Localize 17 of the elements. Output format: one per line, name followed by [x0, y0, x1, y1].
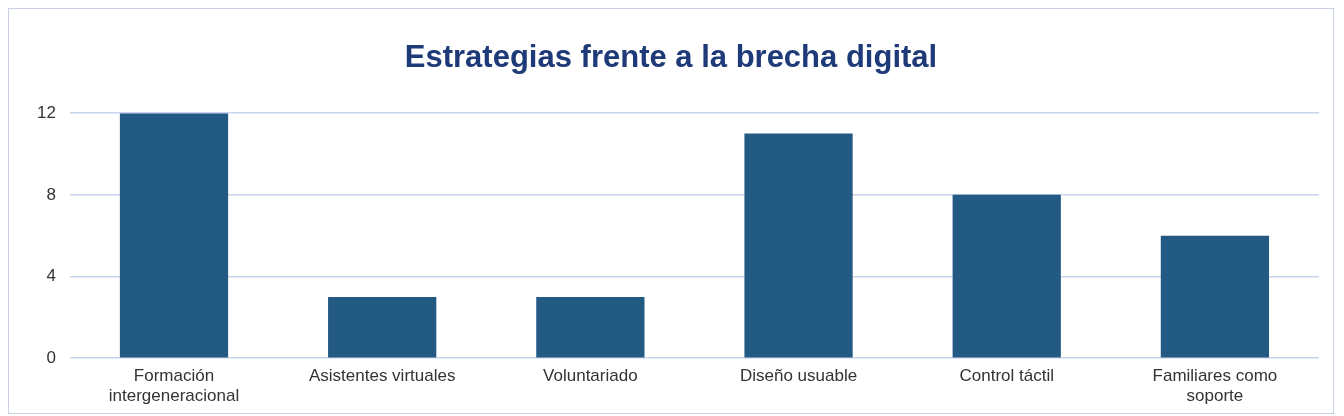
x-tick-label: Familiares como soporte	[1152, 366, 1278, 406]
x-tick-label: Diseño usuable	[739, 366, 858, 386]
bar	[536, 296, 645, 358]
bar	[744, 133, 853, 358]
y-tick-label: 8	[46, 184, 56, 204]
x-tick-label: Formación intergeneracional	[108, 366, 240, 406]
y-tick-label: 0	[46, 347, 56, 367]
y-tick-label: 4	[46, 266, 56, 286]
bar	[119, 113, 229, 358]
x-tick-label: Control táctil	[959, 366, 1054, 386]
x-tick-label: Asistentes virtuales	[308, 366, 456, 386]
y-tick-label: 12	[36, 102, 56, 122]
x-tick-label: Voluntariado	[543, 366, 638, 386]
bar	[328, 296, 437, 358]
bar	[1160, 235, 1270, 358]
bar	[952, 194, 1061, 358]
chart-title: Estrategias frente a la brecha digital	[403, 39, 939, 75]
